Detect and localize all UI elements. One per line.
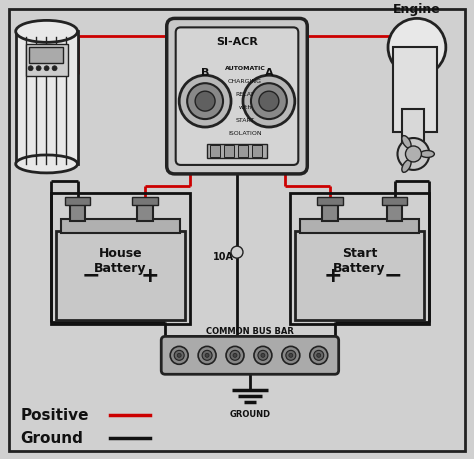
Text: COMMON BUS BAR: COMMON BUS BAR — [206, 327, 294, 336]
Text: 10A: 10A — [212, 252, 234, 262]
Ellipse shape — [402, 160, 411, 172]
Bar — [317, 197, 343, 205]
Bar — [300, 219, 419, 233]
Bar — [238, 145, 248, 157]
Text: B: B — [201, 68, 210, 78]
Text: RELAY: RELAY — [235, 92, 255, 97]
Circle shape — [314, 350, 324, 360]
Bar — [28, 47, 63, 63]
Circle shape — [233, 353, 237, 357]
Circle shape — [205, 353, 209, 357]
Text: ISOLATION: ISOLATION — [228, 130, 262, 135]
Bar — [26, 45, 67, 76]
Circle shape — [44, 66, 49, 71]
Ellipse shape — [16, 155, 78, 173]
Circle shape — [282, 347, 300, 364]
Text: +: + — [141, 266, 160, 285]
Text: Ground: Ground — [21, 431, 83, 446]
Bar — [252, 145, 262, 157]
FancyBboxPatch shape — [167, 18, 307, 174]
Bar — [61, 219, 180, 233]
Circle shape — [202, 350, 212, 360]
FancyBboxPatch shape — [161, 336, 339, 374]
Ellipse shape — [402, 135, 411, 148]
Circle shape — [28, 66, 33, 71]
Text: GROUND: GROUND — [229, 410, 271, 419]
Text: Start
Battery: Start Battery — [333, 246, 386, 274]
Bar — [290, 193, 429, 325]
Circle shape — [195, 91, 215, 111]
Text: A: A — [264, 68, 273, 78]
Circle shape — [52, 66, 57, 71]
Circle shape — [187, 83, 223, 119]
Circle shape — [258, 350, 268, 360]
Bar — [64, 197, 91, 205]
Circle shape — [310, 347, 328, 364]
Circle shape — [198, 347, 216, 364]
Text: −: − — [383, 266, 402, 285]
FancyBboxPatch shape — [176, 28, 298, 165]
Bar — [137, 201, 153, 221]
Bar — [210, 145, 220, 157]
Ellipse shape — [420, 151, 434, 157]
Bar — [132, 197, 158, 205]
Text: START: START — [236, 118, 255, 123]
Circle shape — [231, 246, 243, 258]
Text: AUTOMATIC: AUTOMATIC — [225, 66, 265, 71]
Circle shape — [243, 75, 295, 127]
Bar — [386, 201, 402, 221]
Text: −: − — [81, 266, 100, 285]
Circle shape — [174, 350, 184, 360]
Bar — [51, 193, 190, 325]
Circle shape — [286, 350, 296, 360]
FancyBboxPatch shape — [207, 144, 267, 158]
Text: +: + — [323, 266, 342, 285]
Bar — [55, 231, 185, 320]
Text: Positive: Positive — [21, 408, 89, 423]
Text: House
Battery: House Battery — [94, 246, 146, 274]
Bar — [322, 201, 337, 221]
Circle shape — [405, 146, 421, 162]
Text: Engine: Engine — [393, 3, 441, 17]
Circle shape — [289, 353, 293, 357]
Circle shape — [317, 353, 321, 357]
Text: with: with — [238, 105, 252, 110]
Bar — [382, 197, 408, 205]
Circle shape — [36, 66, 41, 71]
Circle shape — [177, 353, 181, 357]
Circle shape — [254, 347, 272, 364]
Ellipse shape — [16, 20, 78, 42]
Circle shape — [230, 350, 240, 360]
Circle shape — [259, 91, 279, 111]
Text: CHARGING: CHARGING — [228, 78, 262, 84]
Bar — [70, 201, 85, 221]
Circle shape — [251, 83, 287, 119]
Circle shape — [226, 347, 244, 364]
Circle shape — [170, 347, 188, 364]
Bar — [402, 109, 424, 154]
Bar — [392, 47, 438, 132]
Text: SI-ACR: SI-ACR — [216, 37, 258, 47]
Bar — [16, 31, 78, 164]
Circle shape — [179, 75, 231, 127]
Bar — [295, 231, 424, 320]
Bar — [224, 145, 234, 157]
Circle shape — [261, 353, 265, 357]
Ellipse shape — [388, 18, 446, 76]
Circle shape — [398, 138, 429, 170]
